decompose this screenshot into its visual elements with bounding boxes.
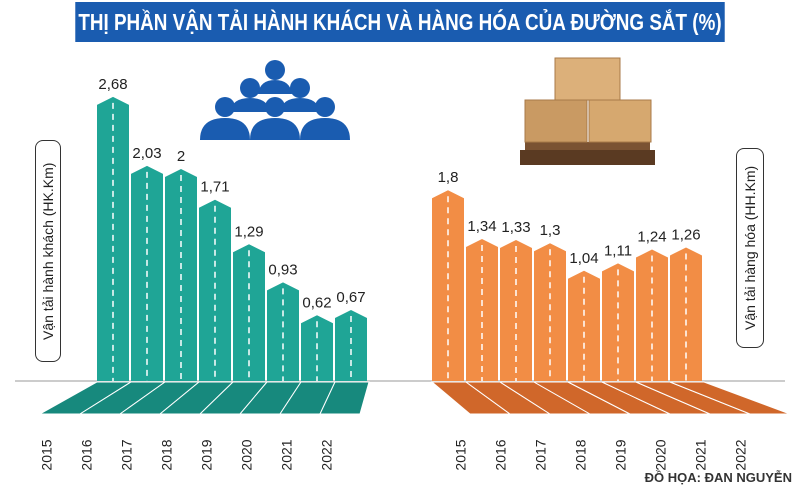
x-tick-label: 2020 [239, 439, 255, 470]
data-label: 1,33 [501, 219, 530, 236]
bar-2022 [335, 309, 367, 381]
x-tick-label: 2018 [573, 439, 589, 470]
x-tick-label: 2016 [493, 439, 509, 470]
x-tick-label: 2019 [613, 439, 629, 470]
x-tick-label: 2017 [533, 439, 549, 470]
bar-2020 [602, 263, 634, 381]
data-label: 0,62 [302, 294, 331, 311]
x-tick-label: 2019 [199, 439, 215, 470]
x-tick-label: 2020 [653, 439, 669, 470]
floor-segment [669, 381, 791, 415]
x-tick-label: 2021 [693, 439, 709, 470]
data-label: 1,8 [438, 169, 459, 186]
data-label: 1,3 [540, 222, 561, 239]
credit: ĐỒ HỌA: ĐAN NGUYỄN [644, 470, 792, 485]
data-label: 1,26 [671, 226, 700, 243]
x-tick-label: 2021 [279, 439, 295, 470]
data-label: 2,68 [98, 76, 127, 93]
data-label: 1,04 [569, 250, 598, 267]
x-tick-label: 2018 [159, 439, 175, 470]
bar-2018 [534, 243, 566, 381]
chart-1: 1,8 2015 1,34 2016 1,33 2017 1,3 2018 1,04 2019 1,… [430, 169, 791, 471]
data-label: 0,93 [268, 261, 297, 278]
people-group-icon [200, 60, 350, 140]
x-tick-label: 2015 [39, 439, 55, 470]
x-tick-label: 2016 [79, 439, 95, 470]
bar-2019 [233, 244, 265, 381]
bar-2017 [500, 240, 532, 381]
data-label: 1,34 [467, 218, 496, 235]
floor-segment [319, 381, 370, 415]
data-label: 1,29 [234, 223, 263, 240]
x-tick-label: 2022 [319, 439, 335, 470]
bar-2018 [199, 199, 231, 381]
data-label: 1,11 [604, 242, 632, 259]
data-label: 2,03 [132, 145, 161, 162]
cardboard-boxes-pallet-icon [520, 57, 655, 165]
data-label: 1,24 [637, 229, 666, 246]
right-y-axis-label: Vận tải hàng hóa (HH.Km) [736, 148, 764, 348]
x-tick-label: 2017 [119, 439, 135, 470]
chart-0: 2,68 2015 2,03 2016 2 2017 1,71 2018 1,29 2019 0,9… [38, 76, 370, 471]
bar-2016 [466, 238, 498, 381]
x-tick-label: 2022 [733, 439, 749, 470]
data-label: 2 [177, 148, 185, 165]
x-tick-label: 2015 [453, 439, 469, 470]
bar-2020 [267, 282, 299, 381]
data-label: 1,71 [200, 179, 229, 196]
left-y-axis-label: Vận tải hành khách (HK.Km) [35, 140, 61, 362]
data-label: 0,67 [336, 289, 365, 306]
chart-title: THỊ PHẦN VẬN TẢI HÀNH KHÁCH VÀ HÀNG HÓA … [75, 2, 725, 42]
